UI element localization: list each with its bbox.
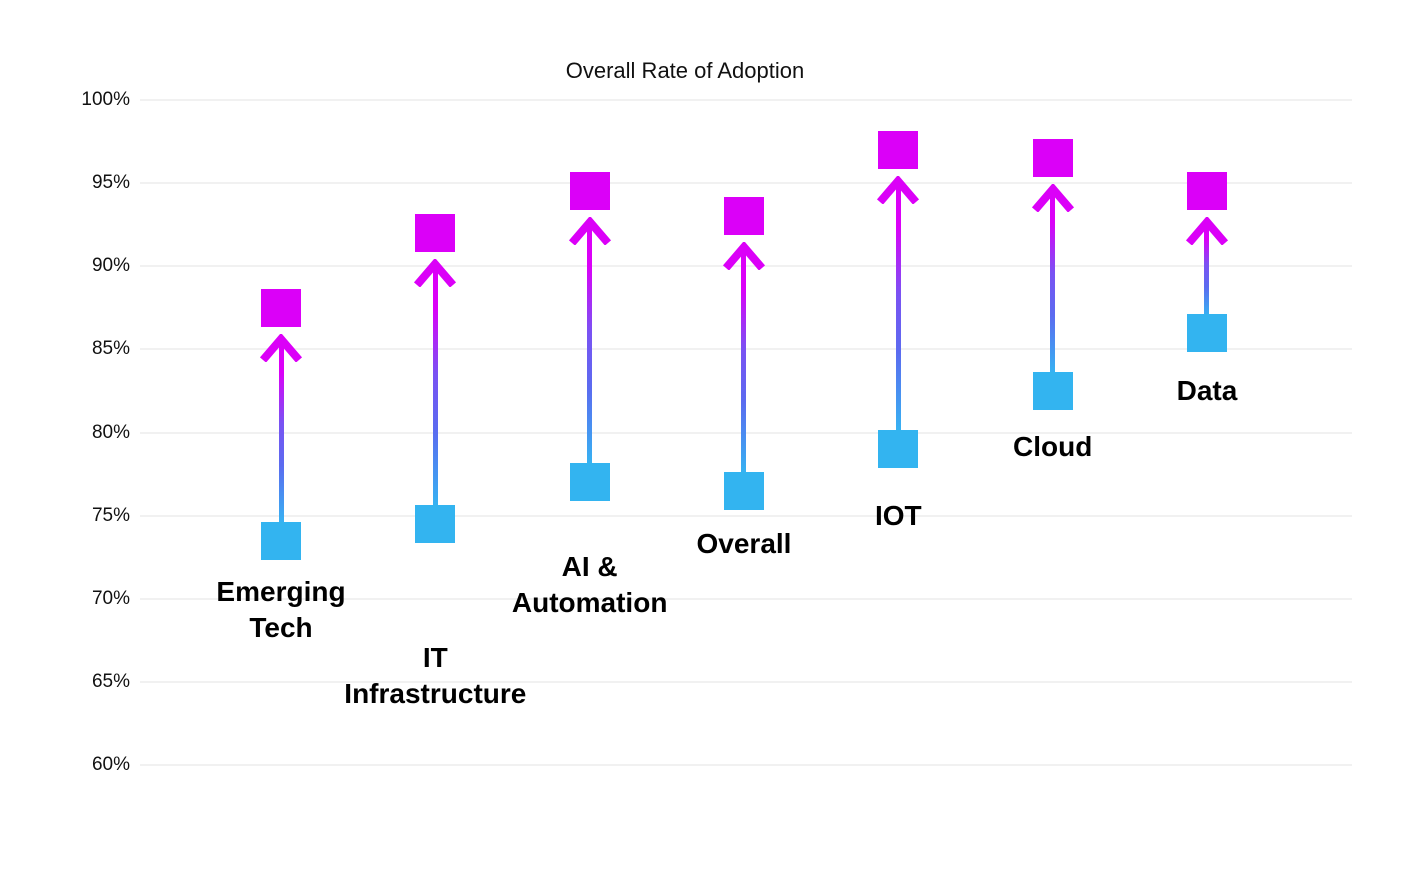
low-value-marker bbox=[723, 471, 764, 510]
low-value-marker bbox=[878, 430, 919, 469]
gridline bbox=[140, 764, 1352, 766]
y-axis-tick-label: 90% bbox=[91, 255, 130, 277]
arrow-up-icon bbox=[722, 242, 766, 271]
low-value-marker bbox=[569, 463, 610, 502]
high-value-marker bbox=[415, 214, 456, 252]
arrow-up-icon bbox=[568, 217, 611, 246]
gridline bbox=[140, 514, 1352, 517]
y-axis-tick-label: 75% bbox=[91, 504, 130, 526]
arrow-up-icon bbox=[1185, 217, 1229, 246]
arrow-up-icon bbox=[877, 175, 920, 204]
category-label: IOT bbox=[874, 500, 922, 532]
low-value-marker bbox=[1032, 371, 1073, 410]
high-value-marker bbox=[1186, 172, 1227, 211]
y-axis-tick-label: 100% bbox=[81, 89, 130, 110]
category-label: Cloud bbox=[1012, 430, 1093, 462]
y-axis-tick-label: 95% bbox=[91, 172, 130, 194]
y-axis-tick-label: 85% bbox=[91, 338, 130, 360]
low-value-marker bbox=[261, 521, 301, 560]
y-axis-tick-label: 60% bbox=[91, 754, 130, 775]
chart-title: Overall Rate of Adoption bbox=[565, 58, 805, 83]
trend-arrow-line bbox=[278, 338, 284, 525]
trend-arrow-line bbox=[741, 247, 747, 475]
high-value-marker bbox=[261, 288, 301, 327]
high-value-marker bbox=[1032, 139, 1073, 178]
arrow-up-icon bbox=[414, 259, 457, 287]
arrow-up-icon bbox=[259, 333, 303, 362]
low-value-marker bbox=[1186, 313, 1227, 352]
category-label: Data bbox=[1176, 374, 1238, 406]
category-label: AI & Automation bbox=[511, 551, 668, 619]
high-value-marker bbox=[569, 172, 610, 211]
category-label: Emerging Tech bbox=[216, 575, 346, 643]
high-value-marker bbox=[878, 130, 919, 169]
category-label: Overall bbox=[696, 527, 792, 559]
trend-arrow-line bbox=[895, 180, 901, 434]
y-axis-tick-label: 65% bbox=[91, 670, 130, 692]
low-value-marker bbox=[415, 504, 456, 543]
category-label: IT Infrastructure bbox=[344, 641, 527, 709]
gridline bbox=[140, 99, 1352, 101]
y-axis-tick-label: 70% bbox=[91, 587, 130, 609]
high-value-marker bbox=[723, 197, 764, 236]
trend-arrow-line bbox=[587, 222, 593, 467]
gridline bbox=[140, 182, 1352, 185]
gridline bbox=[140, 680, 1352, 683]
gridline bbox=[140, 597, 1352, 600]
trend-arrow-line bbox=[1204, 222, 1210, 317]
trend-arrow-line bbox=[1050, 189, 1056, 375]
y-axis-tick-label: 80% bbox=[91, 421, 130, 443]
trend-arrow-line bbox=[432, 264, 438, 508]
arrow-up-icon bbox=[1031, 184, 1074, 213]
